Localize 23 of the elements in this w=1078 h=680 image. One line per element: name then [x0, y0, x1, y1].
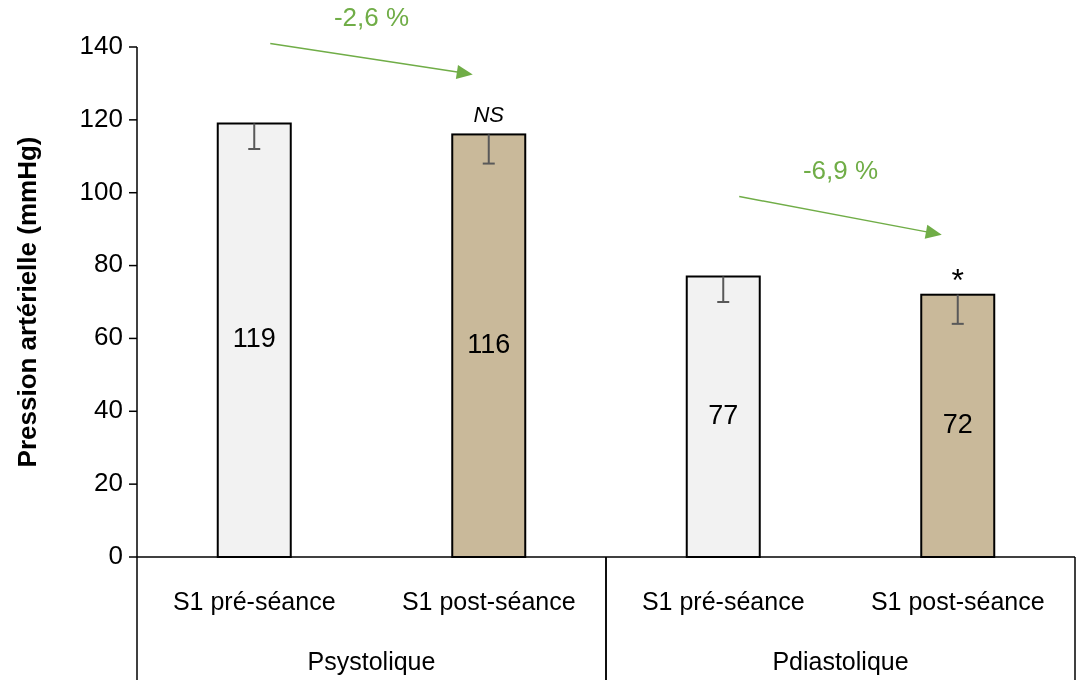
x-tick-label: S1 post-séance: [401, 587, 576, 615]
text: -2,6 %: [333, 1, 410, 32]
y-tick-label: 0: [108, 539, 123, 570]
annotation: -6,9 %: [802, 154, 879, 185]
annotation: NS: [473, 102, 505, 128]
annotation: *: [951, 261, 964, 298]
y-tick-label: 100: [79, 175, 123, 206]
x-tick-label: S1 pré-séance: [641, 587, 805, 615]
y-tick-label: 120: [79, 102, 123, 133]
y-tick-label: 80: [94, 248, 123, 279]
y-tick-label: 140: [79, 29, 123, 60]
text: Pdiastolique: [772, 647, 909, 675]
data-label: 116: [467, 328, 511, 359]
y-tick-label: 40: [94, 394, 123, 425]
x-tick-label: S1 pré-séance: [172, 587, 336, 615]
y-tick-label: 60: [94, 321, 123, 352]
data-label: 72: [942, 408, 973, 439]
x-tick-label: S1 post-séance: [870, 587, 1045, 615]
y-axis-title: Pression artérielle (mmHg): [12, 136, 42, 468]
data-label: 77: [708, 399, 739, 430]
data-label: 119: [232, 323, 276, 354]
y-tick-label: 20: [94, 467, 123, 498]
text: Psystolique: [307, 647, 436, 675]
